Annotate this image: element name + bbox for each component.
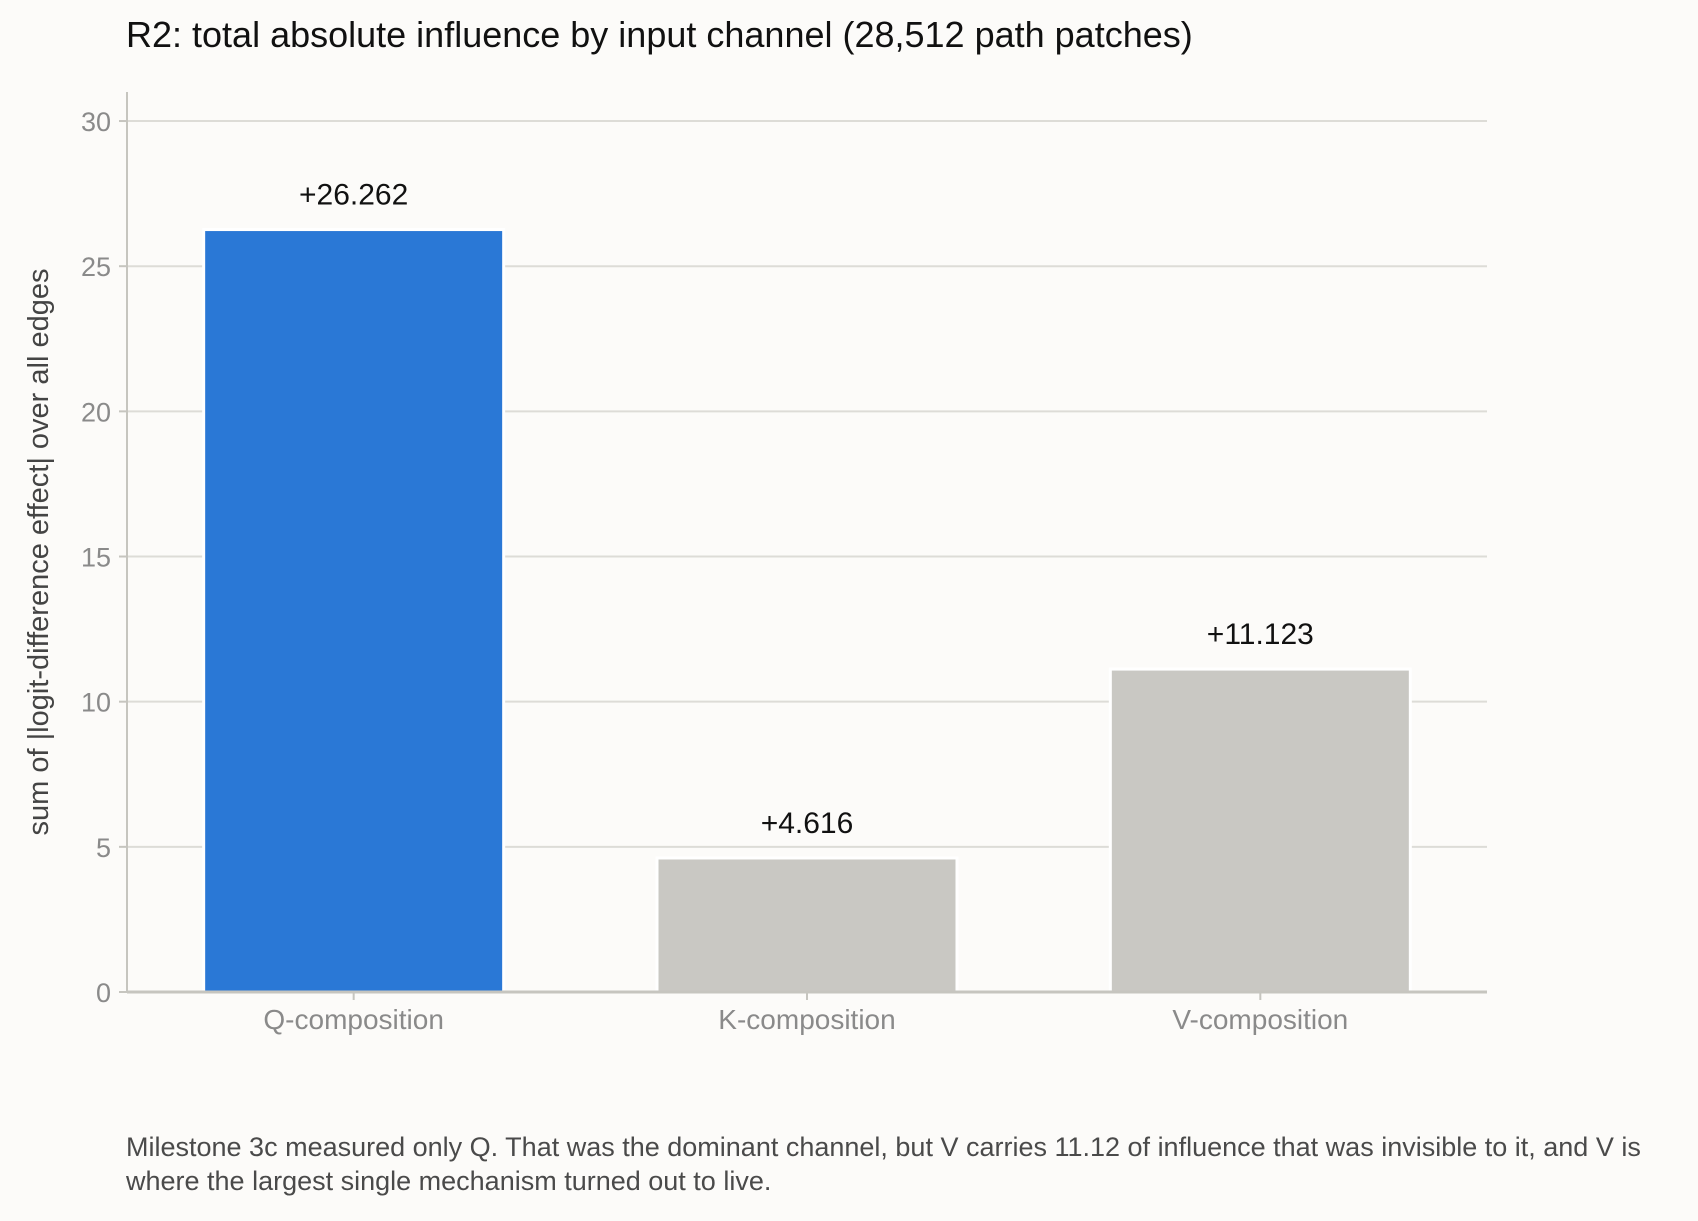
bar-k-composition: [655, 856, 959, 994]
y-tick-label: 30: [81, 107, 111, 137]
x-tick-label: Q-composition: [263, 1004, 444, 1035]
x-tick-label: V-composition: [1172, 1004, 1348, 1035]
y-tick-label: 10: [81, 688, 111, 718]
bar-value-label: +26.262: [299, 179, 408, 212]
chart-caption: Milestone 3c measured only Q. That was t…: [126, 1132, 1641, 1196]
bar-value-label: +4.616: [761, 807, 854, 840]
x-axis-ticks: Q-composition K-composition V-composition: [263, 992, 1348, 1035]
bar-v-composition: [1108, 667, 1412, 994]
y-tick-label: 20: [81, 397, 111, 427]
y-axis-ticks: 0 5 10 15 20 25 30: [81, 107, 127, 1008]
y-tick-label: 15: [81, 543, 111, 573]
x-tick-label: K-composition: [718, 1004, 895, 1035]
bar-value-labels: +26.262 +4.616 +11.123: [299, 179, 1314, 840]
bars: [202, 228, 1412, 994]
bar-value-label: +11.123: [1207, 618, 1314, 651]
y-tick-label: 0: [96, 978, 111, 1008]
y-axis-label: sum of |logit-difference effect| over al…: [23, 269, 55, 836]
y-tick-label: 5: [96, 833, 111, 863]
bar-q-composition: [202, 228, 506, 994]
y-tick-label: 25: [81, 252, 111, 282]
chart-title: R2: total absolute influence by input ch…: [126, 14, 1193, 55]
